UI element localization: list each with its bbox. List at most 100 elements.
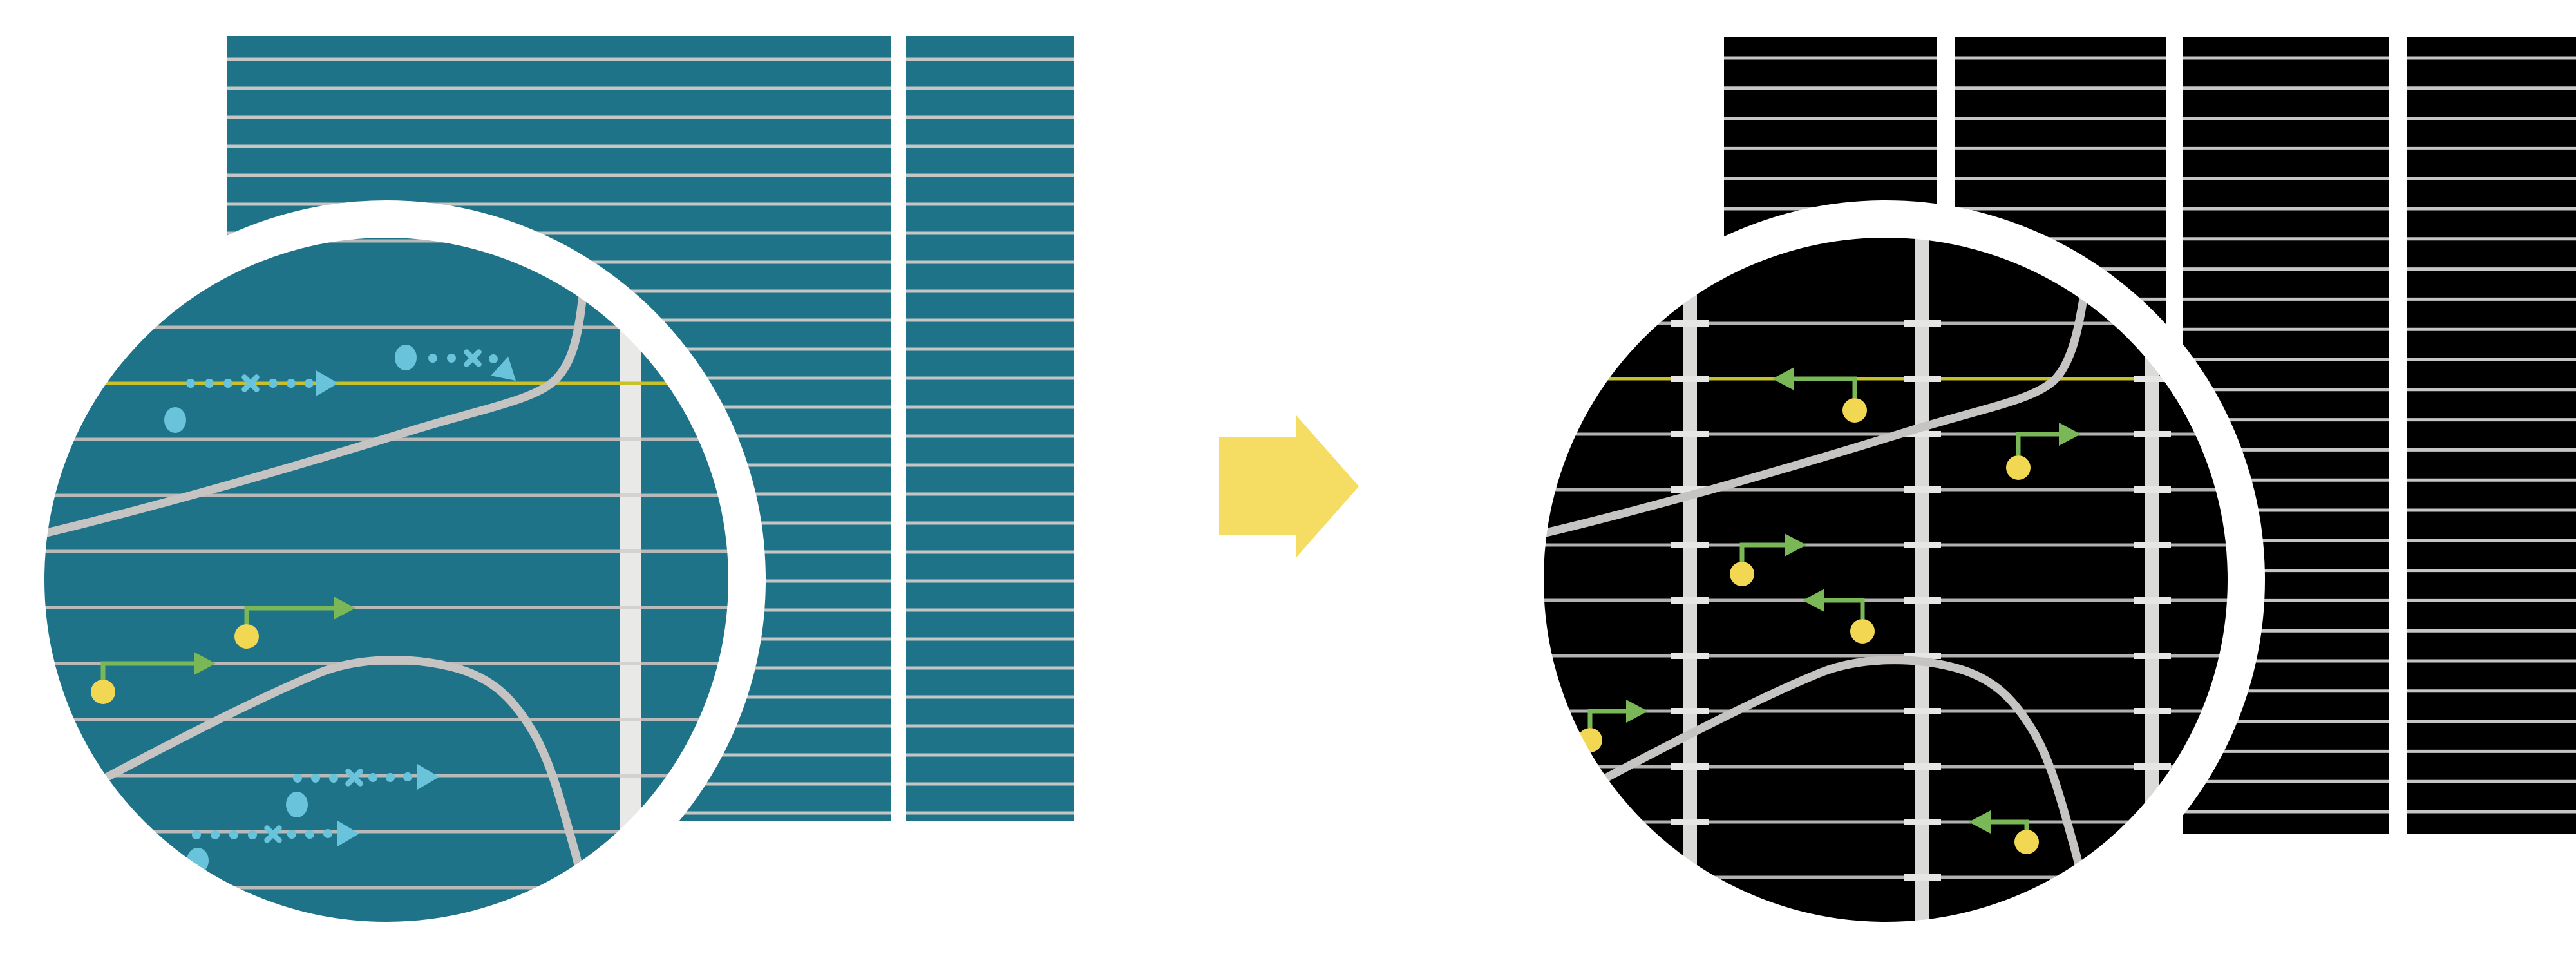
electron-dot xyxy=(447,354,456,363)
busbar-tick xyxy=(620,493,641,497)
electron-path xyxy=(286,764,439,817)
busbar-tick xyxy=(620,718,641,721)
electron-dot xyxy=(287,379,296,388)
electron-path xyxy=(395,345,516,381)
electron-dot xyxy=(186,379,195,388)
hole-arrowhead-icon xyxy=(2059,423,2081,446)
electron-path xyxy=(187,821,359,874)
busbar-pad xyxy=(1904,819,1941,825)
busbar-pad xyxy=(1904,597,1941,604)
electron-arrowhead-icon xyxy=(491,356,516,381)
busbar-pad xyxy=(1904,542,1941,548)
hole-arrowhead-icon xyxy=(1772,367,1794,390)
busbar-pad xyxy=(2134,376,2171,382)
hole-path xyxy=(1772,367,1867,423)
hole xyxy=(91,680,115,704)
busbar-pad xyxy=(1904,376,1941,382)
electron-dot xyxy=(386,773,395,782)
magnifier-ring xyxy=(1506,200,2265,959)
busbar-pad xyxy=(1904,653,1941,659)
busbar-tick xyxy=(620,437,641,441)
busbar-tick xyxy=(620,662,641,665)
busbar xyxy=(2145,237,2159,922)
right-solar-cell xyxy=(1506,37,2576,959)
electron-dot xyxy=(305,379,314,388)
electron-dot xyxy=(428,354,437,363)
busbar-pad xyxy=(1671,597,1709,604)
busbar-pad xyxy=(2134,597,2171,604)
cell-panel xyxy=(906,36,1074,821)
busbar-pad xyxy=(1671,708,1709,714)
electron-arrowhead-icon xyxy=(417,764,439,790)
electron-dot xyxy=(223,379,232,388)
busbar-tick xyxy=(620,549,641,553)
recombination-cross-icon xyxy=(345,769,363,787)
electron-dot xyxy=(368,773,377,782)
grain-boundary xyxy=(1593,656,2089,900)
busbar xyxy=(1915,237,1929,922)
hole xyxy=(234,624,259,649)
electron-dot xyxy=(192,830,201,839)
electron-dot xyxy=(403,772,412,781)
busbar xyxy=(1683,237,1697,922)
electron-dot xyxy=(323,829,332,838)
hole xyxy=(2014,830,2039,854)
hole-path xyxy=(91,652,216,704)
hole-path xyxy=(234,597,355,649)
busbar-tick xyxy=(620,606,641,609)
hole-arrow-line xyxy=(1824,598,1865,619)
electron-dot xyxy=(229,830,238,839)
grain-boundary xyxy=(92,656,589,900)
cell-panel xyxy=(2407,37,2576,834)
electron xyxy=(395,345,417,370)
electron-dot xyxy=(211,830,220,839)
electron-dot xyxy=(287,830,296,839)
electron xyxy=(164,407,186,433)
busbar-pad xyxy=(1671,376,1709,382)
hole-arrow-line xyxy=(1739,542,1785,562)
hole-arrowhead-icon xyxy=(334,597,355,620)
hole-path xyxy=(1803,589,1875,644)
hole-arrowhead-icon xyxy=(194,652,216,675)
recombination-cross-icon xyxy=(464,349,482,367)
busbar xyxy=(620,237,641,922)
hole-arrowhead-icon xyxy=(1803,589,1824,612)
hole-path xyxy=(1578,700,1648,752)
electron xyxy=(286,792,308,817)
magnifier-ring xyxy=(7,200,766,959)
left-magnifier-view xyxy=(44,237,729,922)
busbar-pad xyxy=(2134,653,2171,659)
electron-dot xyxy=(311,774,320,783)
hole xyxy=(1842,398,1867,423)
busbar-pad xyxy=(2134,708,2171,714)
busbar-tick xyxy=(620,774,641,778)
hole-arrowhead-icon xyxy=(1785,533,1806,557)
hole-arrow-line xyxy=(244,606,334,624)
busbar-pad xyxy=(1671,431,1709,437)
hole xyxy=(1730,562,1754,586)
busbar-pad xyxy=(1671,486,1709,493)
hole-arrow-line xyxy=(100,661,194,680)
hole-arrow-line xyxy=(1991,819,2029,830)
electron-dot xyxy=(305,830,314,839)
electron-dot xyxy=(489,354,498,363)
hole xyxy=(2006,455,2031,480)
busbar-pad xyxy=(1904,486,1941,493)
busbar-pad xyxy=(1904,708,1941,714)
recombination-cross-icon xyxy=(242,374,260,392)
busbar-pad xyxy=(1671,542,1709,548)
busbar-pad xyxy=(2134,431,2171,437)
hole-path xyxy=(1730,533,1806,586)
grain-boundary xyxy=(44,269,591,538)
electron-arrowhead-icon xyxy=(316,370,338,396)
electron-dot xyxy=(269,379,278,388)
busbar-pad xyxy=(1671,763,1709,770)
recombination-cross-icon xyxy=(264,825,282,843)
hole xyxy=(1850,619,1875,644)
electron-dot xyxy=(205,379,214,388)
left-solar-cell xyxy=(7,36,1074,959)
busbar-pad xyxy=(1904,763,1941,770)
busbar-pad xyxy=(1904,431,1941,437)
electron-dot xyxy=(293,774,302,783)
